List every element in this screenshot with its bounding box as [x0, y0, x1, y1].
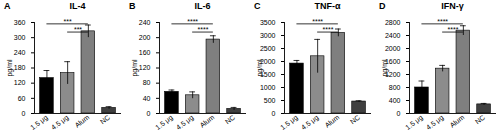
html-text:TNF-α: TNF-α [314, 1, 341, 11]
svg-text:360: 360 [14, 19, 26, 26]
svg-text:4.5 μg: 4.5 μg [425, 113, 445, 131]
svg-text:240: 240 [139, 19, 151, 26]
svg-text:0: 0 [397, 110, 401, 117]
svg-text:300: 300 [14, 34, 26, 41]
svg-text:120: 120 [14, 79, 26, 86]
svg-text:Alum: Alum [73, 113, 90, 128]
svg-text:****: **** [437, 18, 448, 25]
svg-text:160: 160 [139, 49, 151, 56]
svg-text:Alum: Alum [323, 113, 340, 128]
svg-text:500: 500 [264, 97, 276, 104]
svg-text:0: 0 [147, 110, 151, 117]
svg-text:****: **** [187, 18, 198, 25]
html-text:IFN-γ: IFN-γ [441, 1, 464, 11]
svg-text:NC: NC [99, 114, 111, 126]
svg-text:pg/ml: pg/ml [256, 59, 264, 77]
svg-text:4.5 μg: 4.5 μg [50, 113, 70, 131]
svg-text:1.5 μg: 1.5 μg [404, 113, 424, 131]
svg-text:4.5 μg: 4.5 μg [175, 113, 195, 131]
svg-text:pg/ml: pg/ml [131, 59, 139, 77]
svg-text:****: **** [323, 26, 334, 33]
svg-text:****: **** [198, 26, 209, 33]
svg-text:80: 80 [143, 79, 151, 86]
svg-text:1600: 1600 [384, 57, 401, 65]
html-text:A: A [4, 1, 11, 11]
svg-text:0: 0 [22, 110, 26, 117]
svg-text:40: 40 [143, 95, 151, 102]
svg-text:60: 60 [18, 95, 26, 102]
svg-text:2000: 2000 [259, 57, 276, 65]
svg-text:120: 120 [139, 64, 151, 71]
html-text:C: C [254, 1, 261, 11]
html-text:D: D [379, 1, 386, 11]
svg-text:2800: 2800 [385, 19, 401, 26]
svg-text:Alum: Alum [198, 113, 215, 128]
svg-text:400: 400 [389, 97, 401, 104]
svg-text:NC: NC [349, 114, 361, 126]
html-text:B: B [129, 1, 136, 11]
svg-text:NC: NC [224, 114, 236, 126]
html-text:IL-4: IL-4 [69, 1, 86, 11]
html-text:IL-6: IL-6 [194, 1, 211, 11]
svg-text:1500: 1500 [259, 70, 276, 78]
svg-text:2000: 2000 [385, 45, 401, 52]
svg-text:1000: 1000 [260, 84, 276, 91]
svg-text:pg/ml: pg/ml [381, 59, 389, 77]
svg-text:3000: 3000 [260, 32, 276, 39]
svg-text:240: 240 [14, 49, 26, 56]
svg-text:NC: NC [474, 114, 486, 126]
svg-text:200: 200 [139, 34, 151, 41]
svg-text:1.5 μg: 1.5 μg [29, 113, 49, 131]
svg-text:1200: 1200 [384, 70, 401, 78]
svg-text:180: 180 [14, 64, 26, 71]
svg-text:2500: 2500 [260, 45, 276, 52]
svg-text:2400: 2400 [385, 32, 401, 39]
svg-text:***: *** [64, 18, 72, 25]
svg-text:Alum: Alum [448, 113, 465, 128]
svg-text:****: **** [312, 18, 323, 25]
svg-text:800: 800 [389, 84, 401, 91]
svg-text:4.5 μg: 4.5 μg [300, 113, 320, 131]
svg-text:1.5 μg: 1.5 μg [154, 113, 174, 131]
svg-text:3500: 3500 [260, 19, 276, 26]
svg-text:***: *** [74, 26, 82, 33]
svg-text:****: **** [448, 26, 459, 33]
svg-text:0: 0 [272, 110, 276, 117]
svg-text:1.5 μg: 1.5 μg [279, 113, 299, 131]
svg-text:pg/ml: pg/ml [6, 59, 14, 77]
